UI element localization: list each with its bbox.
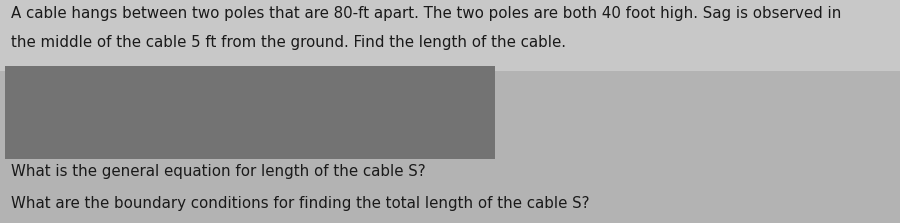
Text: What is the general equation for length of the cable S?: What is the general equation for length … bbox=[11, 164, 426, 179]
Bar bbox=[4, 66, 495, 159]
Text: A cable hangs between two poles that are 80-ft apart. The two poles are both 40 : A cable hangs between two poles that are… bbox=[11, 6, 842, 21]
Text: What are the boundary conditions for finding the total length of the cable S?: What are the boundary conditions for fin… bbox=[11, 196, 590, 211]
Bar bbox=[0, 0, 900, 71]
Text: the middle of the cable 5 ft from the ground. Find the length of the cable.: the middle of the cable 5 ft from the gr… bbox=[11, 35, 566, 50]
